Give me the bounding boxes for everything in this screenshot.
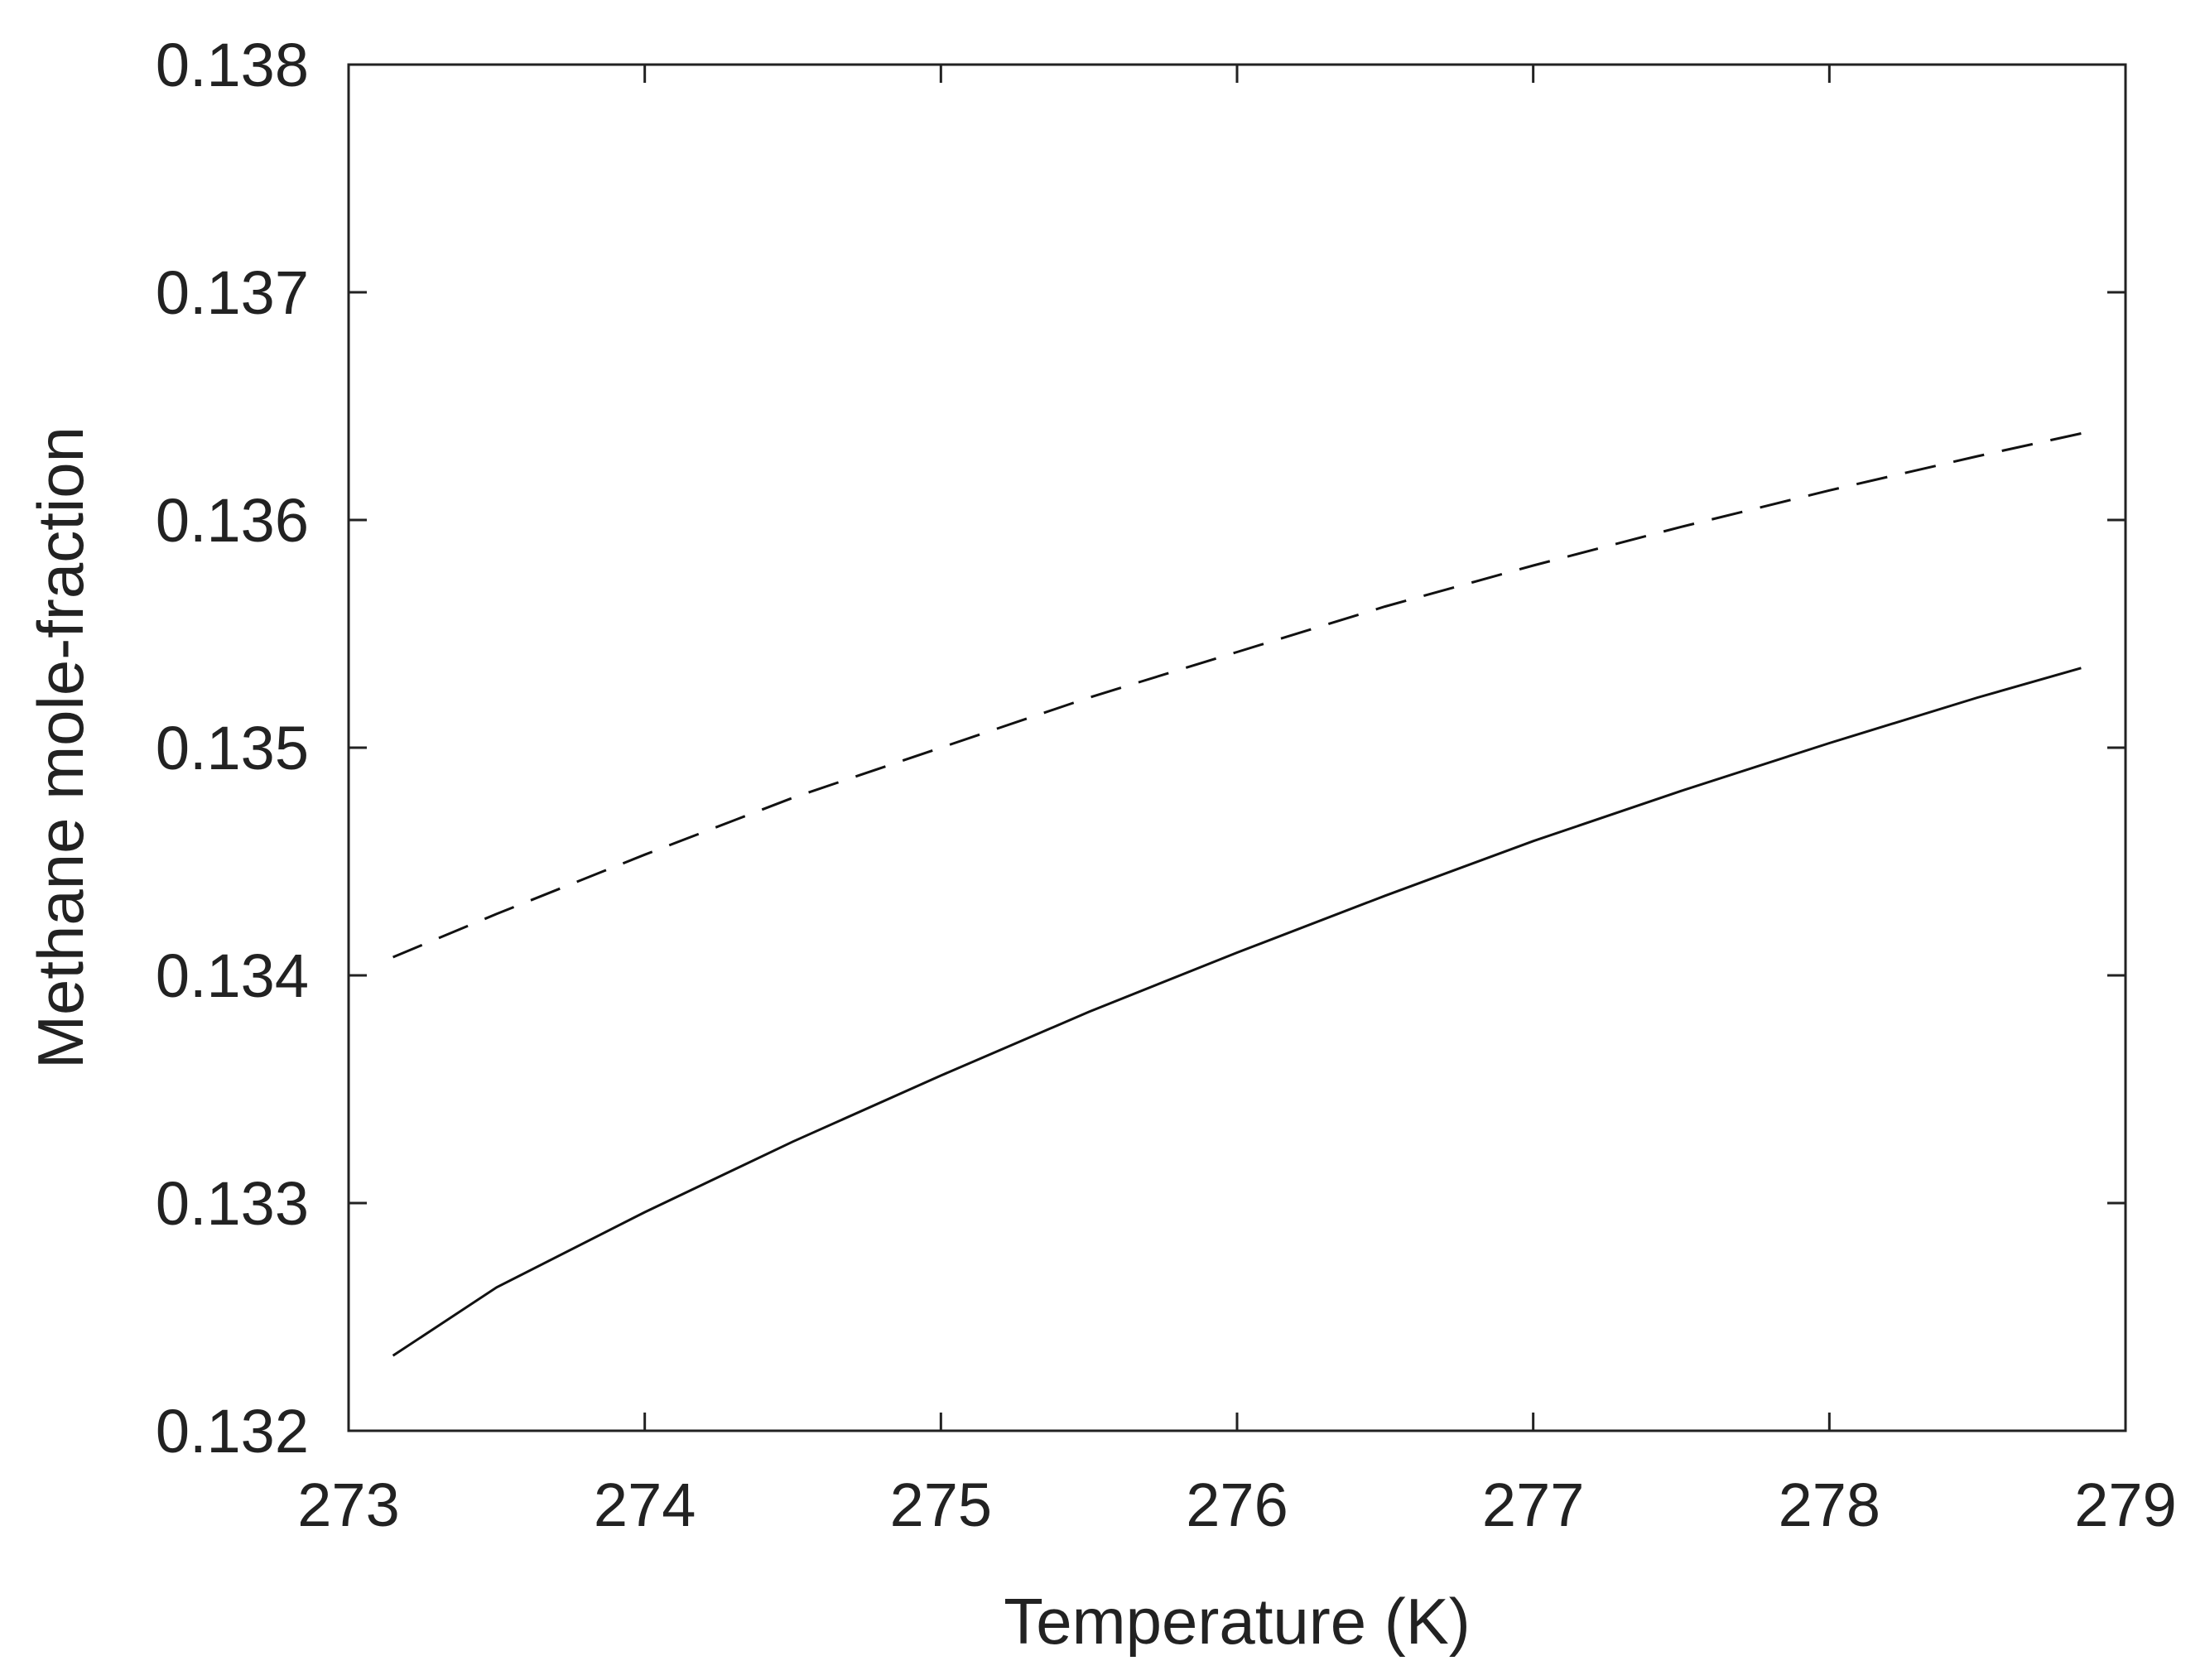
x-tick-label: 279	[2074, 1471, 2176, 1539]
x-tick-label: 278	[1779, 1471, 1880, 1539]
x-tick-label: 277	[1482, 1471, 1584, 1539]
y-tick-label: 0.135	[156, 714, 309, 782]
x-tick-label: 273	[297, 1471, 399, 1539]
y-tick-label: 0.132	[156, 1397, 309, 1466]
y-tick-label: 0.138	[156, 31, 309, 99]
y-tick-label: 0.137	[156, 258, 309, 327]
y-tick-label: 0.134	[156, 941, 309, 1010]
x-axis-title: Temperature (K)	[1004, 1585, 1471, 1658]
x-tick-label: 275	[890, 1471, 992, 1539]
x-tick-label: 274	[594, 1471, 696, 1539]
x-tick-label: 276	[1186, 1471, 1288, 1539]
dashed-series-line	[392, 432, 2082, 959]
y-tick-label: 0.133	[156, 1169, 309, 1238]
solid-series-line	[392, 667, 2082, 1357]
y-tick-label: 0.136	[156, 486, 309, 555]
y-axis-ticks: 0.132 0.133 0.134 0.135 0.136 0.137 0.138	[156, 31, 2126, 1466]
y-axis-title: Methane mole-fraction	[24, 426, 97, 1069]
x-axis-ticks: 273 274 275 276 277 278 279	[297, 65, 2177, 1539]
series-layer	[392, 432, 2082, 1357]
